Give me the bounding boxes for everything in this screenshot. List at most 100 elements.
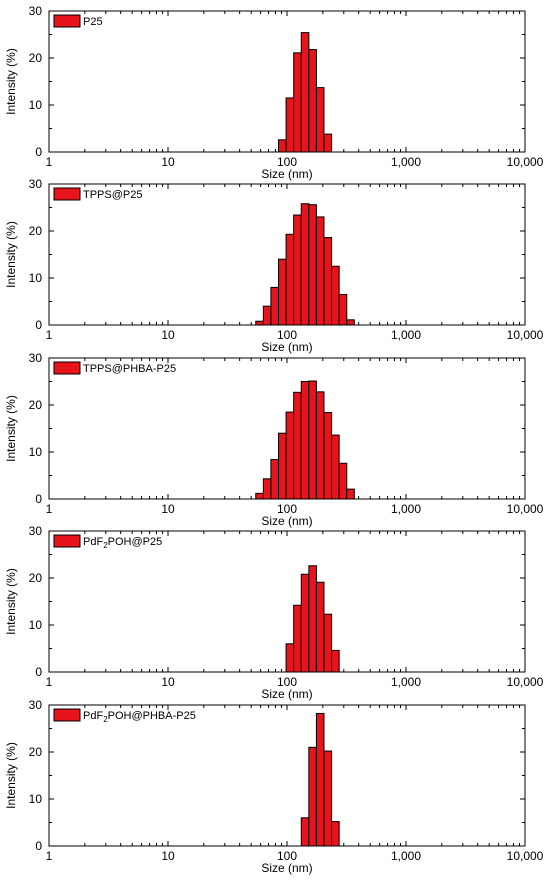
x-tick-label: 1,000 (391, 849, 421, 863)
plot-frame (48, 704, 526, 847)
x-tick-label: 1 (46, 675, 53, 689)
legend-swatch (53, 14, 81, 28)
bar (315, 391, 325, 500)
bar (293, 52, 302, 153)
bar (323, 412, 333, 500)
legend-label: P25 (83, 16, 103, 28)
bar (331, 649, 340, 673)
bar (278, 432, 287, 500)
bar (346, 319, 355, 326)
legend-swatch (53, 361, 81, 375)
x-tick-label: 1,000 (391, 328, 421, 342)
y-tick-label: 10 (29, 271, 43, 285)
y-tick-label: 20 (29, 745, 43, 759)
bar (255, 320, 264, 326)
bar (308, 380, 317, 500)
bar (293, 214, 302, 326)
x-tick-label: 10 (161, 155, 175, 169)
x-axis-label: Size (nm) (261, 514, 312, 528)
bar (293, 391, 302, 500)
bar (323, 237, 333, 326)
chart-panel: 1 10 100 1,000 10,000 0 10 20 30 Size (nm) Intensi… (4, 177, 544, 354)
bar (300, 32, 310, 153)
x-tick-label: 1,000 (391, 675, 421, 689)
bar (323, 750, 333, 847)
bar (331, 434, 340, 500)
bar (255, 492, 264, 500)
y-tick-label: 30 (29, 524, 43, 538)
bar (285, 411, 295, 500)
legend-label: TPPS@PHBA-P25 (83, 363, 176, 375)
chart-panel: 1 10 100 1,000 10,000 0 10 20 30 Size (nm) Intensi… (4, 698, 544, 875)
bar (270, 459, 279, 500)
y-tick-label: 10 (29, 98, 43, 112)
bar (315, 581, 325, 673)
bar (285, 643, 295, 673)
y-tick-label: 10 (29, 618, 43, 632)
y-tick-label: 20 (29, 51, 43, 65)
x-tick-label: 10 (161, 502, 175, 516)
x-axis-label: Size (nm) (261, 167, 312, 181)
bar (323, 133, 333, 153)
x-axis-label: Size (nm) (261, 340, 312, 354)
y-tick-label: 20 (29, 398, 43, 412)
x-axis-label: Size (nm) (261, 861, 312, 875)
bar (308, 565, 317, 673)
x-tick-label: 10,000 (507, 328, 544, 342)
y-axis-label: Intensity (%) (4, 395, 18, 462)
bar (270, 286, 279, 326)
x-tick-label: 10,000 (507, 155, 544, 169)
y-tick-label: 30 (29, 177, 43, 191)
bar (262, 478, 272, 500)
legend-label: TPPS@P25 (83, 189, 142, 201)
y-tick-label: 10 (29, 445, 43, 459)
chart-panel: 1 10 100 1,000 10,000 0 10 20 30 Size (nm) Intensi… (4, 524, 544, 701)
bar (323, 613, 333, 673)
bar (308, 204, 317, 326)
legend-label: PdF2POH@PHBA-P25 (83, 710, 196, 724)
bar (300, 203, 310, 326)
bar (285, 233, 295, 326)
x-tick-label: 10,000 (507, 675, 544, 689)
x-tick-label: 100 (277, 155, 297, 169)
y-tick-label: 0 (35, 145, 42, 159)
x-tick-label: 100 (277, 675, 297, 689)
bar (278, 258, 287, 326)
x-tick-label: 1,000 (391, 155, 421, 169)
y-tick-label: 0 (35, 492, 42, 506)
x-tick-label: 1 (46, 155, 53, 169)
x-tick-label: 1 (46, 502, 53, 516)
bar (308, 49, 317, 153)
y-axis-label: Intensity (%) (4, 48, 18, 115)
bar (293, 604, 302, 673)
y-tick-label: 20 (29, 224, 43, 238)
chart-panel: 1 10 100 1,000 10,000 0 10 20 30 Size (nm) Intensi… (4, 4, 544, 181)
bar (300, 573, 310, 673)
x-tick-label: 100 (277, 328, 297, 342)
bar (338, 293, 348, 326)
bar (285, 97, 295, 153)
x-tick-label: 100 (277, 502, 297, 516)
x-tick-label: 1 (46, 849, 53, 863)
y-axis-label: Intensity (%) (4, 568, 18, 635)
bar (300, 381, 310, 500)
bar (315, 216, 325, 326)
bar (346, 488, 355, 500)
y-tick-label: 0 (35, 839, 42, 853)
x-tick-label: 10 (161, 849, 175, 863)
x-tick-label: 10,000 (507, 502, 544, 516)
legend-swatch (53, 187, 81, 201)
y-tick-label: 30 (29, 351, 43, 365)
bar (315, 87, 325, 153)
legend-swatch (53, 708, 81, 722)
x-tick-label: 10 (161, 675, 175, 689)
y-tick-label: 20 (29, 571, 43, 585)
y-tick-label: 30 (29, 4, 43, 18)
y-axis-label: Intensity (%) (4, 221, 18, 288)
bar (308, 746, 317, 847)
bar (331, 821, 340, 847)
x-tick-label: 100 (277, 849, 297, 863)
x-tick-label: 1,000 (391, 502, 421, 516)
x-tick-label: 10 (161, 328, 175, 342)
x-tick-label: 10,000 (507, 849, 544, 863)
